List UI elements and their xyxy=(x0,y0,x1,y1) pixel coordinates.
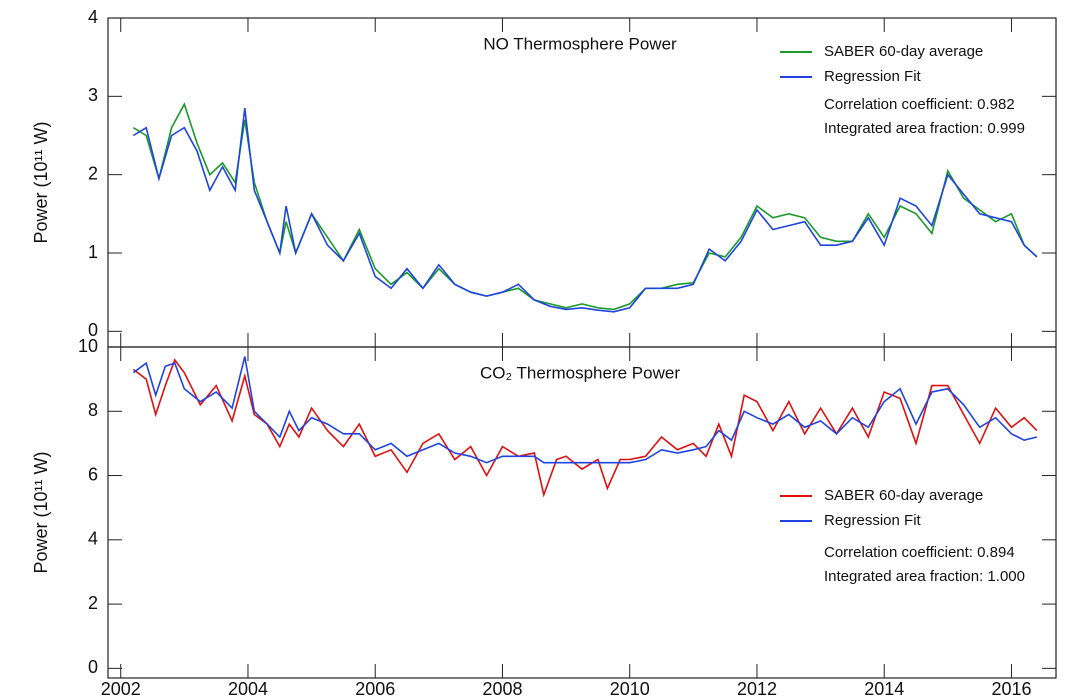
legend-label: Regression Fit xyxy=(824,512,922,529)
chart-title: CO₂ Thermosphere Power xyxy=(480,363,680,382)
x-tick-label: 2012 xyxy=(737,679,777,699)
x-tick-label: 2014 xyxy=(864,679,904,699)
x-tick-label: 2006 xyxy=(355,679,395,699)
series-line xyxy=(132,108,1038,313)
annotation: Correlation coefficient: 0.894 xyxy=(824,544,1015,561)
x-tick-label: 2010 xyxy=(610,679,650,699)
legend-label: SABER 60-day average xyxy=(824,487,983,504)
annotation: Integrated area fraction: 0.999 xyxy=(824,120,1025,137)
x-tick-label: 2004 xyxy=(228,679,268,699)
x-tick-label: 2008 xyxy=(482,679,522,699)
y-tick-label: 2 xyxy=(88,163,98,183)
x-tick-label: 2016 xyxy=(991,679,1031,699)
y-tick-label: 4 xyxy=(88,7,98,27)
x-tick-label: 2002 xyxy=(101,679,141,699)
y-tick-label: 6 xyxy=(88,464,98,484)
chart-title: NO Thermosphere Power xyxy=(483,34,677,53)
y-tick-label: 3 xyxy=(88,85,98,105)
legend-label: Regression Fit xyxy=(824,68,922,85)
legend-label: SABER 60-day average xyxy=(824,43,983,60)
y-tick-label: 0 xyxy=(88,320,98,340)
y-tick-label: 8 xyxy=(88,400,98,420)
series-line xyxy=(132,356,1038,464)
y-axis-label: Power (10¹¹ W) xyxy=(31,121,51,243)
y-axis-label: Power (10¹¹ W) xyxy=(31,451,51,573)
y-tick-label: 1 xyxy=(88,242,98,262)
series-line xyxy=(132,102,1038,311)
y-tick-label: 2 xyxy=(88,593,98,613)
y-tick-label: 0 xyxy=(88,657,98,677)
annotation: Correlation coefficient: 0.982 xyxy=(824,96,1015,113)
plot-frame xyxy=(107,346,1057,679)
y-tick-label: 10 xyxy=(78,336,98,356)
annotation: Integrated area fraction: 1.000 xyxy=(824,568,1025,585)
y-tick-label: 4 xyxy=(88,529,98,549)
